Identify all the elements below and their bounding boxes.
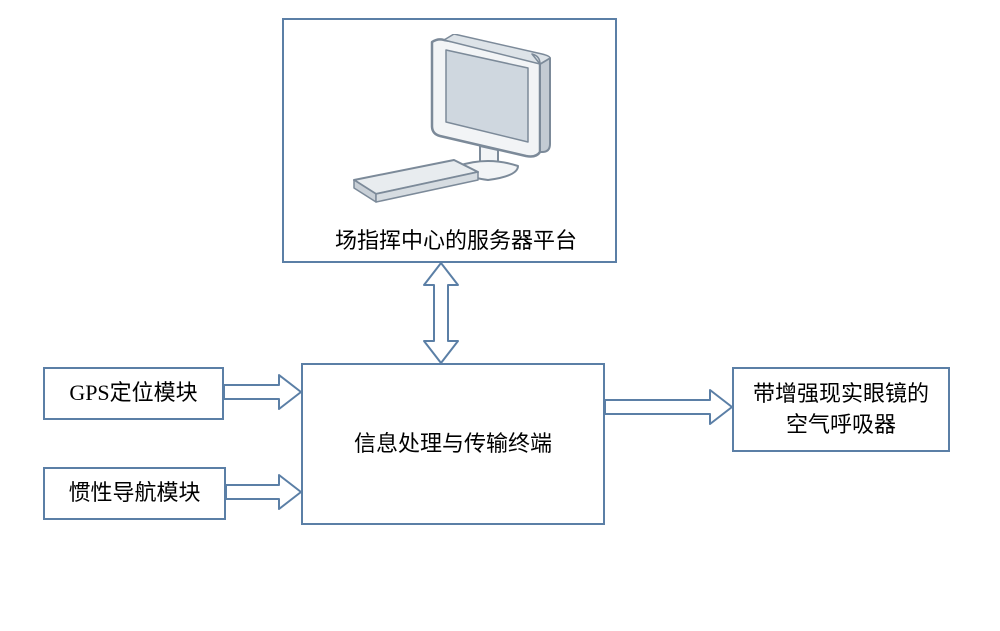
gps-module-box: GPS定位模块: [43, 367, 224, 420]
diagram-canvas: 场指挥中心的服务器平台 信息处理与传输终端 GPS定位模块 惯性导航模块 带增强…: [0, 0, 1000, 631]
server-platform-label: 场指挥中心的服务器平台: [335, 226, 577, 257]
processing-terminal-box: 信息处理与传输终端: [301, 363, 605, 525]
ar-respirator-label: 带增强现实眼镜的 空气呼吸器: [753, 379, 929, 441]
processing-terminal-label: 信息处理与传输终端: [354, 429, 552, 460]
inertial-nav-label: 惯性导航模块: [68, 478, 200, 509]
computer-icon: [346, 34, 560, 214]
inertial-nav-box: 惯性导航模块: [43, 467, 226, 520]
gps-module-label: GPS定位模块: [69, 378, 197, 409]
server-platform-box: 场指挥中心的服务器平台: [282, 18, 617, 263]
ar-respirator-box: 带增强现实眼镜的 空气呼吸器: [732, 367, 950, 452]
